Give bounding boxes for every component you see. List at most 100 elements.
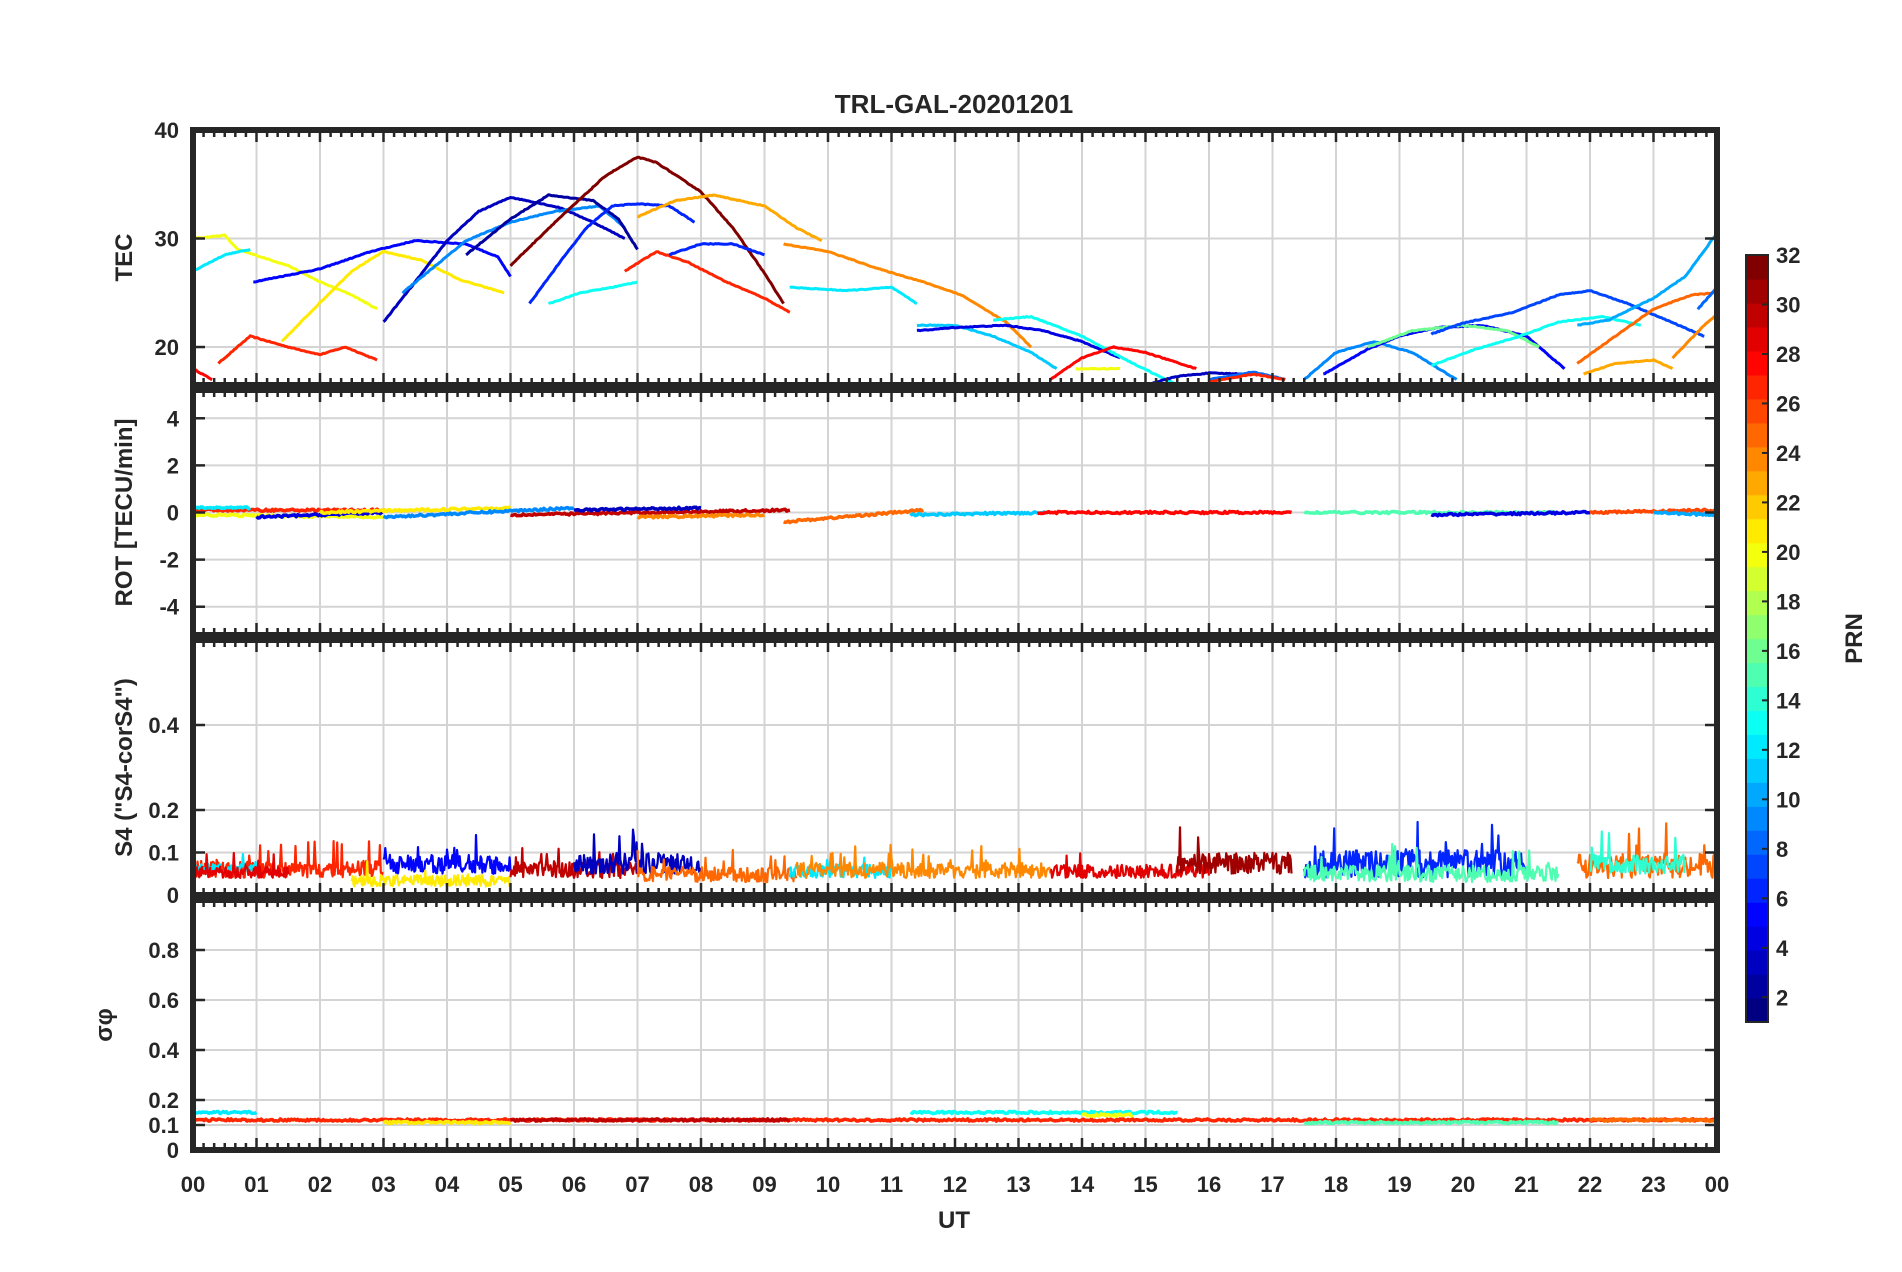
colorbar-label: PRN xyxy=(1841,613,1868,664)
series-line-prn-15 xyxy=(1303,509,1560,516)
colorbar-tick-label: 24 xyxy=(1776,441,1801,466)
series-line-prn-9 xyxy=(382,505,575,520)
colorbar-tick-label: 8 xyxy=(1776,837,1788,862)
colorbar-tick-label: 18 xyxy=(1776,589,1800,614)
colorbar-swatch xyxy=(1746,998,1768,1023)
y-tick-label: 30 xyxy=(155,227,179,252)
y-tick-label: 0.6 xyxy=(148,988,179,1013)
y-axis-label: S4 ("S4-corS4") xyxy=(111,678,138,857)
colorbar-swatch xyxy=(1746,614,1768,640)
series-line-prn-32 xyxy=(509,155,785,305)
series-noise-prn-15 xyxy=(1303,842,1560,884)
colorbar-swatch xyxy=(1746,446,1768,472)
x-tick-label: 20 xyxy=(1451,1172,1475,1197)
series-line-prn-4 xyxy=(1430,509,1591,518)
y-tick-label: 0.4 xyxy=(148,1038,179,1063)
colorbar-swatch xyxy=(1746,950,1768,975)
colorbar-swatch xyxy=(1746,758,1768,783)
colorbar-tick-label: 2 xyxy=(1776,985,1788,1010)
series-line-prn-9 xyxy=(401,204,626,295)
series-line-prn-13 xyxy=(1431,315,1642,367)
series-line-prn-27 xyxy=(217,334,378,365)
series-line-prn-11 xyxy=(909,510,1051,518)
series-noise-prn-25 xyxy=(1576,822,1717,880)
series-line-prn-24 xyxy=(1671,313,1717,360)
series-line-prn-4 xyxy=(916,323,1121,360)
x-tick-label: 06 xyxy=(562,1172,586,1197)
series-line-prn-28 xyxy=(193,367,213,381)
series-line-prn-20 xyxy=(193,233,379,311)
series-line-prn-5 xyxy=(253,239,512,284)
x-tick-label: 03 xyxy=(371,1172,395,1197)
colorbar-tick-label: 26 xyxy=(1776,391,1800,416)
x-tick-label: 00 xyxy=(1705,1172,1729,1197)
colorbar-swatch xyxy=(1746,854,1768,879)
x-tick-label: 18 xyxy=(1324,1172,1348,1197)
series-noise-prn-31 xyxy=(1176,826,1293,875)
colorbar-swatch xyxy=(1746,398,1768,424)
series-noise-prn-29 xyxy=(1050,852,1211,880)
series-line-prn-16 xyxy=(1367,323,1540,349)
colorbar-tick-label: 16 xyxy=(1776,639,1800,664)
series-line-prn-12 xyxy=(789,285,918,305)
colorbar-swatch xyxy=(1746,518,1768,544)
x-tick-label: 08 xyxy=(689,1172,713,1197)
x-tick-label: 23 xyxy=(1641,1172,1665,1197)
series-line-prn-23 xyxy=(636,193,823,243)
colorbar-swatch xyxy=(1746,302,1768,328)
series-line-prn-21 xyxy=(382,1119,512,1126)
y-tick-label: 0 xyxy=(167,501,179,526)
series-noise-prn-25 xyxy=(636,848,798,884)
colorbar-swatch xyxy=(1746,710,1768,735)
y-tick-label: 0 xyxy=(167,883,179,908)
series-line-prn-3 xyxy=(1144,371,1248,385)
colorbar-swatch xyxy=(1746,734,1768,759)
series-line-prn-20 xyxy=(1080,1112,1134,1118)
series-line-prn-7 xyxy=(1430,289,1705,338)
series-line-prn-8 xyxy=(1696,286,1717,311)
series-line-prn-12 xyxy=(193,248,251,273)
series-line-prn-13 xyxy=(547,280,638,306)
series-line-prn-10 xyxy=(1652,510,1717,518)
y-tick-label: 0.4 xyxy=(148,713,179,738)
colorbar-tick-label: 22 xyxy=(1776,490,1800,515)
panel-3: 0 0.1 0.2 0.4 S4 ("S4-corS4") xyxy=(111,637,1720,908)
chart-title: TRL-GAL-20201201 xyxy=(835,89,1073,119)
series-line-prn-15 xyxy=(1303,1119,1559,1126)
colorbar-swatch xyxy=(1746,470,1768,496)
panel-series xyxy=(193,155,1717,385)
y-tick-label: 20 xyxy=(155,335,179,360)
series-line-prn-3 xyxy=(382,196,626,323)
y-tick-label: 40 xyxy=(155,118,179,143)
colorbar-swatch xyxy=(1746,686,1768,712)
colorbar-swatch xyxy=(1746,974,1768,999)
panel-series xyxy=(193,1109,1717,1126)
panel-2: -4 -2 0 2 4 ROT [TECU/min] xyxy=(111,387,1720,638)
colorbar-tick-label: 28 xyxy=(1776,342,1800,367)
series-line-prn-30 xyxy=(509,507,791,518)
series-line-prn-27 xyxy=(623,250,791,314)
series-line-prn-12 xyxy=(193,1109,258,1116)
y-axis-label: σφ xyxy=(91,1008,118,1042)
colorbar-swatch xyxy=(1746,422,1768,448)
series-line-prn-24 xyxy=(636,512,766,520)
series-line-prn-28 xyxy=(1049,345,1197,381)
colorbar-tick-label: 20 xyxy=(1776,540,1800,565)
series-line-prn-13 xyxy=(909,1109,1178,1116)
y-tick-label: 0.1 xyxy=(148,841,179,866)
series-noise-prn-24 xyxy=(795,843,1052,880)
series-line-prn-10 xyxy=(1577,232,1717,327)
colorbar-swatch xyxy=(1746,566,1768,592)
colorbar-tick-label: 32 xyxy=(1776,243,1800,268)
colorbar-swatch xyxy=(1746,926,1768,951)
y-axis-label: TEC xyxy=(111,234,138,282)
x-tick-label: 15 xyxy=(1133,1172,1157,1197)
y-tick-label: 0.2 xyxy=(148,798,179,823)
x-tick-label: 01 xyxy=(244,1172,268,1197)
colorbar-swatch xyxy=(1746,542,1768,568)
y-tick-label: 0.2 xyxy=(148,1088,179,1113)
x-tick-label: 02 xyxy=(308,1172,332,1197)
y-tick-label: 4 xyxy=(167,406,180,431)
